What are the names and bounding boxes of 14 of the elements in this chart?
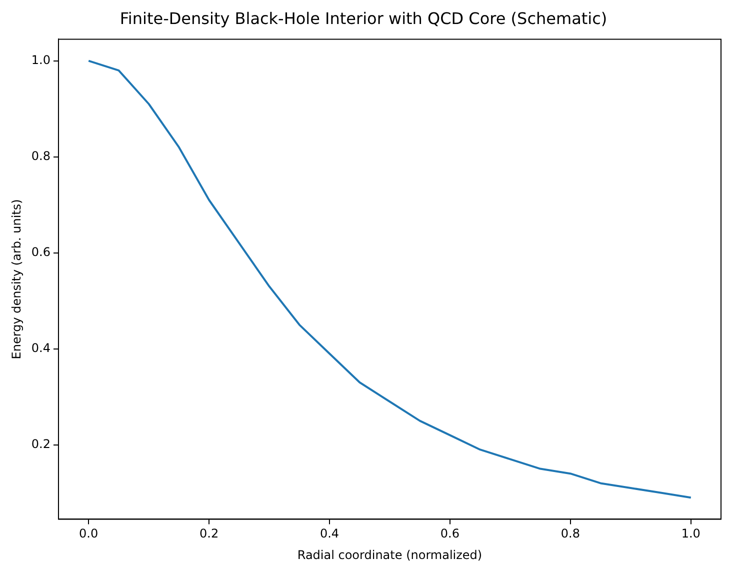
- y-tick-label: 1.0: [31, 52, 50, 67]
- x-tick-label: 1.0: [681, 526, 700, 541]
- x-axis-title: Radial coordinate (normalized): [297, 548, 482, 562]
- x-tick-label: 0.0: [79, 526, 98, 541]
- x-tick-label: 0.2: [200, 526, 219, 541]
- x-tick-label: 0.6: [440, 526, 460, 541]
- x-tick-label: 0.8: [560, 526, 580, 541]
- y-tick-label: 0.6: [31, 244, 50, 259]
- y-tick-label: 0.4: [31, 340, 50, 355]
- y-tick-label: 0.2: [31, 436, 50, 451]
- x-tick-label: 0.4: [320, 526, 340, 541]
- y-axis-title: Energy density (arb. units): [9, 199, 24, 360]
- chart-title: Finite-Density Black-Hole Interior with QCD Core (Schematic): [120, 8, 608, 28]
- y-tick-label: 0.8: [31, 148, 50, 163]
